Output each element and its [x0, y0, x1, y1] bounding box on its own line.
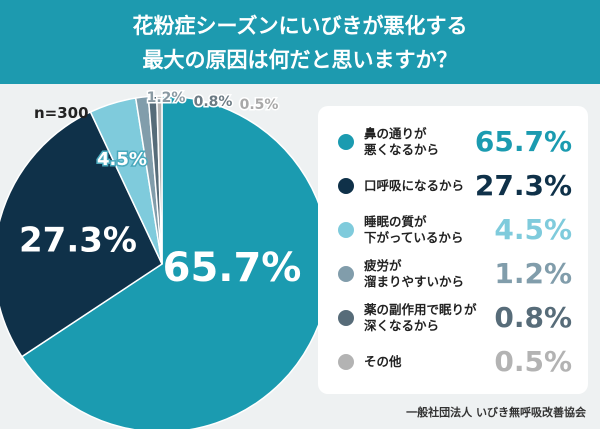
slice-label: 27.3%: [19, 221, 137, 261]
legend-value: 4.5%: [494, 213, 572, 246]
slice-label: 4.5%: [97, 149, 147, 170]
legend-swatch: [338, 266, 354, 282]
legend-row: 薬の副作用で眠りが 深くなるから 0.8%: [318, 296, 588, 340]
legend-value: 1.2%: [494, 257, 572, 290]
legend-label: 口呼吸になるから: [364, 178, 465, 194]
slice-label: 0.5%: [240, 97, 279, 113]
legend-swatch: [338, 178, 354, 194]
legend-row: 鼻の通りが 悪くなるから 65.7%: [318, 120, 588, 164]
legend-value: 27.3%: [474, 169, 572, 202]
pie-slice: [155, 95, 163, 265]
legend-swatch: [338, 310, 354, 326]
title-line: 最大の原因は何だと思いますか？: [142, 48, 458, 72]
pie-slice: [0, 110, 163, 358]
header: 花粉症シーズンにいびきが悪化する 最大の原因は何だと思いますか？: [0, 0, 600, 84]
legend-row: その他 0.5%: [318, 340, 588, 384]
slice-label: 1.2%: [147, 90, 186, 106]
legend-label: 疲労が 溜まりやすいから: [364, 258, 465, 289]
slice-label: 65.7%: [163, 245, 302, 291]
legend-label: 薬の副作用で眠りが 深くなるから: [364, 302, 477, 333]
pie-slice: [20, 95, 331, 429]
slice-label: 0.8%: [194, 94, 233, 110]
legend-swatch: [338, 134, 354, 150]
legend-label: その他: [364, 354, 402, 370]
legend-row: 口呼吸になるから 27.3%: [318, 164, 588, 208]
legend: 鼻の通りが 悪くなるから 65.7% 口呼吸になるから 27.3% 睡眠の質が 下がって…: [318, 106, 588, 394]
legend-value: 65.7%: [474, 125, 572, 158]
title-line: 花粉症シーズンにいびきが悪化する: [132, 14, 468, 38]
legend-value: 0.5%: [494, 345, 572, 378]
legend-row: 疲労が 溜まりやすいから 1.2%: [318, 252, 588, 296]
legend-swatch: [338, 222, 354, 238]
source: 一般社団法人 いびき無呼吸改善協会: [406, 406, 586, 419]
legend-label: 睡眠の質が 下がっているから: [364, 214, 464, 245]
legend-swatch: [338, 354, 354, 370]
legend-value: 0.8%: [494, 301, 572, 334]
legend-label: 鼻の通りが 悪くなるから: [364, 126, 440, 157]
legend-row: 睡眠の質が 下がっているから 4.5%: [318, 208, 588, 252]
sample-size: n=300: [34, 104, 89, 122]
